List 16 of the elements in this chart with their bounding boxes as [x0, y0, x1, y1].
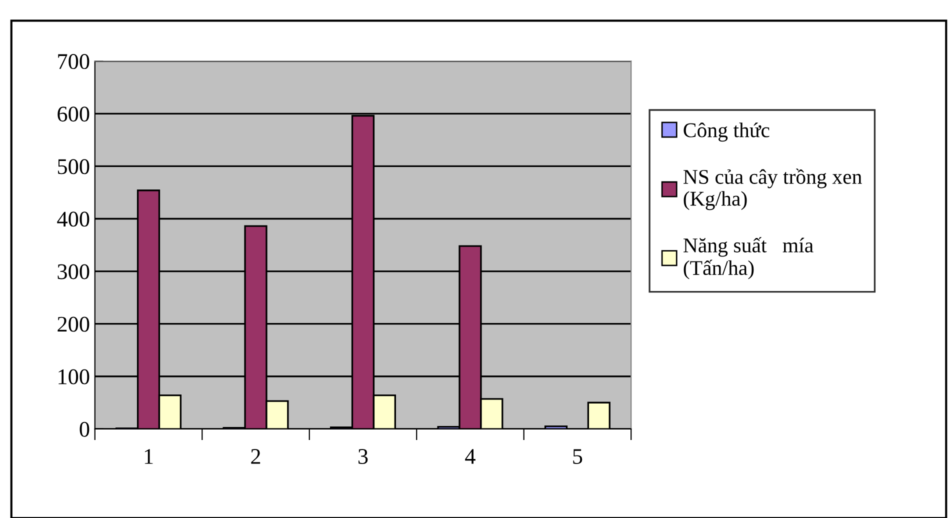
y-tick-label: 300 [58, 264, 90, 280]
y-tick-label: 200 [58, 316, 90, 332]
y-tick-label: 600 [58, 106, 90, 122]
y-tick-label: 100 [58, 369, 90, 384]
y-tick-label: 700 [58, 54, 90, 70]
x-tick-label: 4 [465, 449, 476, 464]
y-tick-label: 400 [57, 212, 90, 227]
x-tick-label: 3 [358, 449, 368, 464]
y-tick-label: 0 [80, 422, 90, 437]
legend-label: Năng suất mía (Tấn/ha) [683, 237, 814, 280]
legend-label: NS của cây trồng xen (Kg/ha) [683, 168, 862, 210]
x-tick-label: 1 [144, 449, 153, 464]
y-tick-label: 500 [58, 159, 90, 174]
x-tick-label: 5 [573, 449, 582, 464]
legend-label: Công thức [684, 122, 770, 142]
x-tick-label: 2 [251, 449, 260, 464]
